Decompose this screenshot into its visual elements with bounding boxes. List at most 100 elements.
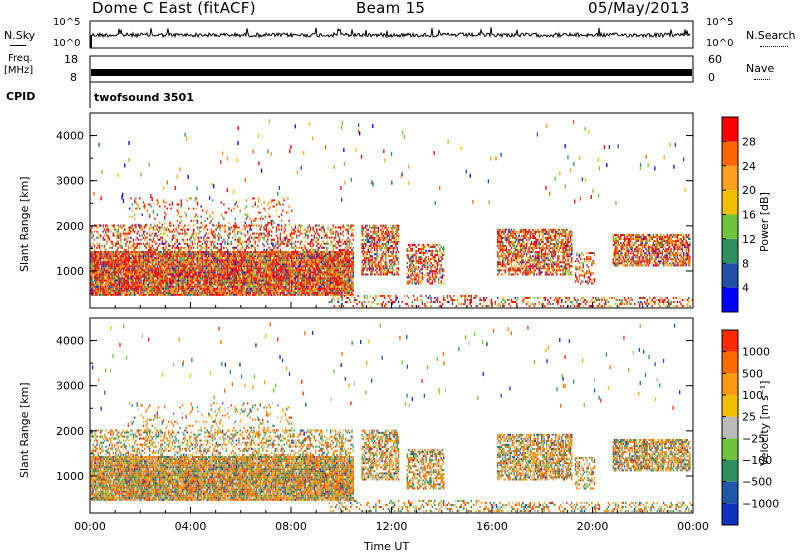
range-gate-cell bbox=[247, 271, 249, 274]
range-gate-cell bbox=[103, 234, 106, 237]
range-gate-cell bbox=[328, 269, 331, 272]
range-gate-cell bbox=[156, 248, 158, 251]
range-gate-cell bbox=[96, 271, 98, 274]
range-gate-cell bbox=[184, 253, 186, 256]
range-gate-cell bbox=[96, 251, 98, 254]
range-gate-cell bbox=[302, 283, 304, 286]
range-gate-cell bbox=[162, 246, 165, 249]
range-gate-cell bbox=[125, 250, 127, 253]
range-gate-cell bbox=[142, 281, 145, 284]
range-gate-cell bbox=[254, 255, 256, 258]
range-gate-cell bbox=[155, 273, 157, 276]
range-gate-cell bbox=[234, 224, 236, 227]
range-gate-cell bbox=[198, 236, 200, 239]
range-gate-cell bbox=[318, 287, 320, 290]
range-gate-cell bbox=[230, 283, 233, 286]
range-gate-cell bbox=[189, 271, 191, 274]
range-gate-cell bbox=[228, 263, 230, 266]
range-gate-cell bbox=[135, 238, 137, 241]
range-gate-cell bbox=[95, 281, 97, 284]
range-gate-cell bbox=[151, 271, 153, 274]
range-gate-cell bbox=[345, 261, 347, 264]
range-gate-cell bbox=[314, 261, 317, 264]
range-gate-cell bbox=[113, 291, 116, 294]
range-gate-cell bbox=[145, 265, 147, 268]
range-gate-cell bbox=[239, 273, 241, 276]
range-gate-cell bbox=[107, 255, 109, 258]
range-gate-cell bbox=[239, 277, 241, 280]
range-gate-cell bbox=[203, 283, 205, 286]
range-gate-cell bbox=[122, 281, 125, 284]
range-gate-cell bbox=[154, 253, 156, 256]
range-gate-cell bbox=[128, 242, 131, 245]
range-gate-cell bbox=[259, 283, 261, 286]
range-gate-cell bbox=[151, 287, 153, 290]
range-gate-cell bbox=[134, 248, 136, 251]
range-gate-cell bbox=[214, 259, 216, 262]
range-gate-cell bbox=[235, 271, 238, 274]
range-gate-cell bbox=[164, 263, 166, 266]
range-gate-cell bbox=[123, 289, 126, 292]
range-gate-cell bbox=[275, 255, 278, 258]
range-gate-cell bbox=[160, 259, 162, 262]
range-gate-cell bbox=[284, 251, 287, 254]
range-gate-cell bbox=[230, 281, 233, 284]
range-gate-cell bbox=[272, 267, 274, 270]
range-gate-cell bbox=[162, 232, 165, 235]
range-gate-cell bbox=[156, 291, 158, 294]
range-gate-cell bbox=[218, 283, 220, 286]
range-gate-cell bbox=[154, 291, 156, 294]
range-gate-cell bbox=[327, 283, 329, 286]
range-gate-cell bbox=[316, 263, 318, 266]
range-gate-cell bbox=[165, 283, 167, 286]
range-gate-cell bbox=[110, 289, 112, 292]
range-gate-cell bbox=[268, 293, 270, 296]
range-gate-cell bbox=[188, 291, 190, 294]
range-gate-cell bbox=[201, 289, 204, 292]
range-gate-cell bbox=[105, 224, 107, 227]
range-gate-cell bbox=[242, 277, 244, 280]
range-gate-cell bbox=[157, 267, 160, 270]
range-gate-cell bbox=[337, 265, 339, 268]
range-gate-cell bbox=[105, 253, 107, 256]
range-gate-cell bbox=[196, 283, 199, 286]
range-gate-cell bbox=[338, 285, 341, 288]
range-gate-cell bbox=[195, 271, 197, 274]
range-gate-cell bbox=[102, 285, 104, 288]
range-gate-cell bbox=[150, 251, 152, 254]
range-gate-cell bbox=[265, 283, 268, 286]
range-gate-cell bbox=[313, 263, 315, 266]
range-gate-cell bbox=[196, 285, 199, 288]
range-gate-cell bbox=[126, 279, 128, 282]
range-gate-cell bbox=[280, 253, 283, 256]
range-gate-cell bbox=[228, 281, 230, 284]
range-gate-cell bbox=[204, 253, 206, 256]
range-gate-cell bbox=[343, 279, 346, 282]
range-gate-cell bbox=[247, 251, 249, 254]
range-gate-cell bbox=[102, 238, 104, 241]
range-gate-cell bbox=[283, 291, 285, 294]
range-gate-cell bbox=[97, 261, 99, 264]
range-gate-cell bbox=[316, 253, 318, 256]
range-gate-cell bbox=[205, 271, 207, 274]
range-gate-cell bbox=[235, 285, 238, 288]
range-gate-cell bbox=[327, 263, 329, 266]
range-gate-cell bbox=[237, 253, 239, 256]
range-gate-cell bbox=[169, 281, 171, 284]
range-gate-cell bbox=[319, 253, 322, 256]
range-gate-cell bbox=[343, 261, 346, 264]
range-gate-cell bbox=[327, 293, 329, 296]
range-gate-cell bbox=[269, 281, 271, 284]
range-gate-cell bbox=[291, 259, 293, 262]
range-gate-cell bbox=[174, 291, 176, 294]
range-gate-cell bbox=[332, 265, 334, 268]
range-gate-cell bbox=[263, 281, 265, 284]
range-gate-cell bbox=[98, 250, 101, 253]
range-gate-cell bbox=[211, 240, 214, 243]
range-gate-cell bbox=[308, 273, 310, 276]
range-gate-cell bbox=[101, 269, 103, 272]
range-gate-cell bbox=[351, 287, 353, 290]
range-gate-cell bbox=[131, 281, 133, 284]
range-gate-cell bbox=[309, 263, 312, 266]
range-gate-cell bbox=[130, 273, 132, 276]
